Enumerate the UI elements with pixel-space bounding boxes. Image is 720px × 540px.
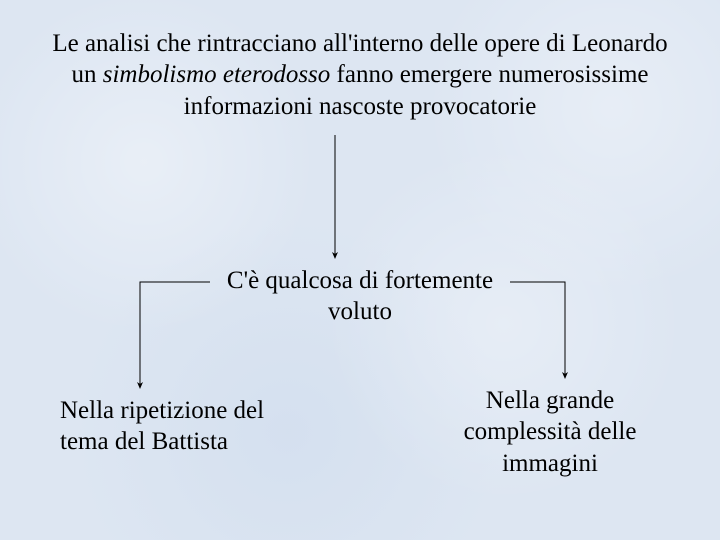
middle-text: C'è qualcosa di fortemente voluto: [227, 267, 493, 325]
bottom-left-node: Nella ripetizione del tema del Battista: [60, 395, 300, 458]
bottom-right-text: Nella grande complessità delle immagini: [464, 387, 637, 477]
bottom-right-node: Nella grande complessità delle immagini: [440, 385, 660, 479]
middle-node: C'è qualcosa di fortemente voluto: [215, 265, 505, 328]
top-paragraph: Le analisi che rintracciano all'interno …: [50, 28, 670, 122]
bottom-left-text: Nella ripetizione del tema del Battista: [60, 397, 264, 455]
top-text-italic: simbolismo eterodosso: [103, 61, 331, 88]
